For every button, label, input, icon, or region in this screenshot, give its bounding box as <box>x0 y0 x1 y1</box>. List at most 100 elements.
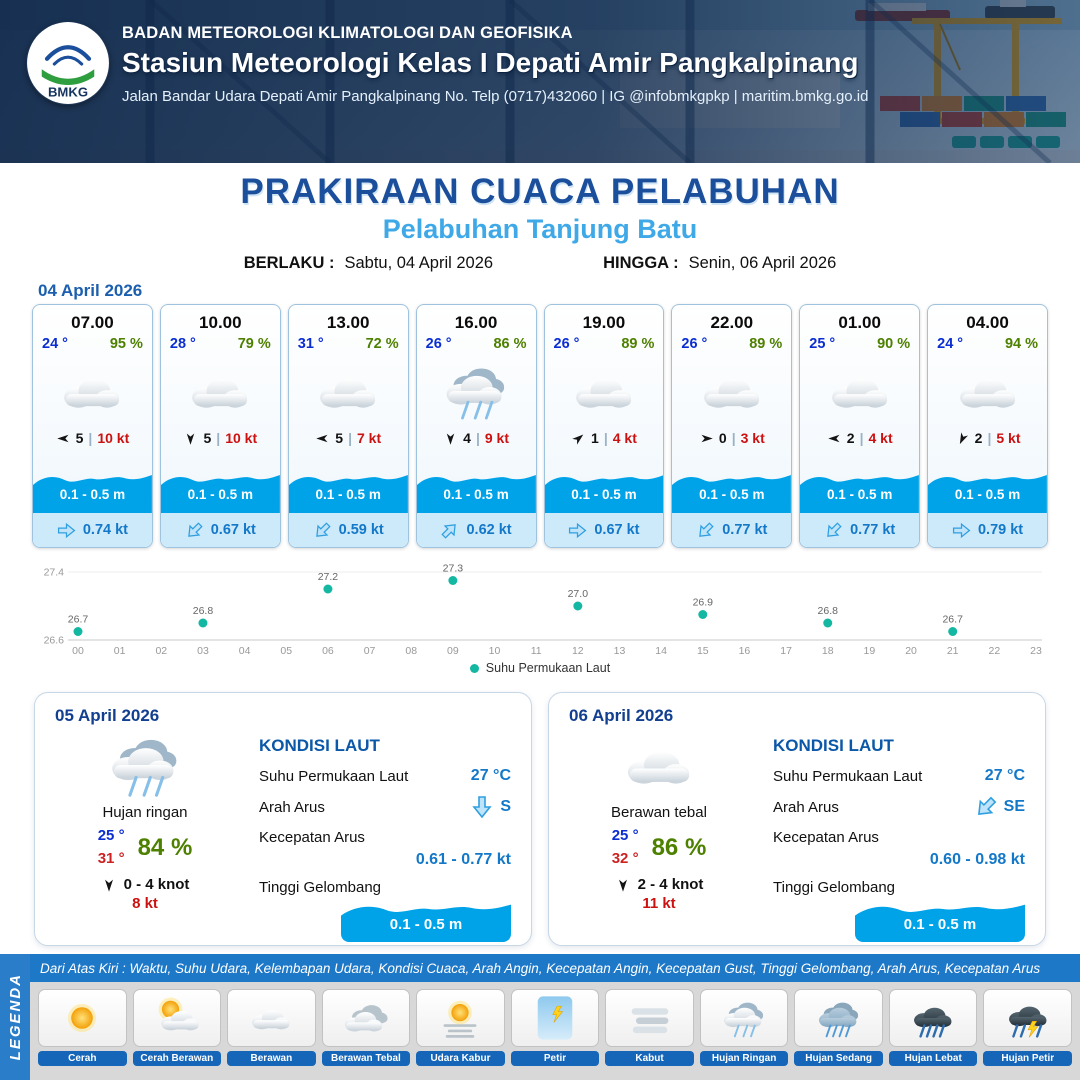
air-temperature: 24 ° <box>937 336 964 352</box>
daily-temp-range: 25 ° 31 ° <box>98 825 125 870</box>
current-speed-row: Kecepatan Arus 0.60 - 0.98 kt <box>773 829 1025 869</box>
humidity: 79 % <box>237 336 271 352</box>
forecast-card: 19.00 26 ° 89 % 1 | 4 kt 0.1 - 0.5 m 0.6… <box>543 304 665 548</box>
wind-row: 2 | 5 kt <box>928 430 1047 446</box>
current-direction-icon <box>692 517 719 544</box>
humidity: 72 % <box>365 336 399 352</box>
legend-weather-icon <box>888 989 978 1047</box>
legend-weather-icon <box>605 989 694 1047</box>
page-title: PRAKIRAAN CUACA PELABUHAN <box>240 172 840 211</box>
wind-row: 5 | 10 kt <box>161 430 280 446</box>
wave-height-band: 0.1 - 0.5 m <box>160 467 280 513</box>
svg-text:05: 05 <box>280 645 292 657</box>
weather-icon <box>161 354 280 428</box>
svg-text:16: 16 <box>739 645 751 657</box>
wind-row: 1 | 4 kt <box>545 430 664 446</box>
legend-note: Dari Atas Kiri : Waktu, Suhu Udara, Kele… <box>30 954 1080 982</box>
wind-speed: 5 <box>75 430 84 446</box>
svg-text:21: 21 <box>947 645 959 657</box>
wind-direction-icon <box>615 877 631 893</box>
air-temperature: 25 ° <box>809 336 836 352</box>
svg-text:26.7: 26.7 <box>942 614 963 626</box>
sst-row: Suhu Permukaan Laut 27 °C <box>259 767 511 785</box>
station-name: Stasiun Meteorologi Kelas I Depati Amir … <box>122 47 859 78</box>
wind-speed: 5 <box>203 430 212 446</box>
wind-direction-icon <box>952 428 972 448</box>
daily-temp-range: 25 ° 32 ° <box>612 825 639 870</box>
wind-direction-icon <box>183 431 198 446</box>
daily-wind-gust: 8 kt <box>132 895 158 912</box>
sst-label: Suhu Permukaan Laut <box>259 767 409 785</box>
temp-humidity-row: 24 ° 95 % <box>33 333 152 352</box>
wind-speed: 2 <box>974 430 983 446</box>
wind-direction-icon <box>827 431 842 446</box>
daily-wind-gust: 11 kt <box>642 895 676 912</box>
legend-item-label: Cerah <box>38 1051 127 1066</box>
air-temperature: 24 ° <box>42 336 68 352</box>
legend-weather-icon <box>416 989 505 1047</box>
current-speed-value: 0.61 - 0.77 kt <box>415 851 511 868</box>
current-direction-row: Arah Arus S <box>259 795 511 819</box>
air-temperature: 26 ° <box>425 336 452 352</box>
wave-height-value: 0.1 - 0.5 m <box>699 487 765 502</box>
current-direction-label: Arah Arus <box>773 798 839 816</box>
current-row: 0.67 kt <box>544 513 664 547</box>
current-direction-icon <box>437 517 464 544</box>
wave-height-label: Tinggi Gelombang <box>773 879 896 896</box>
forecast-time: 04.00 <box>966 313 1009 332</box>
current-direction-value: SE <box>1003 798 1025 815</box>
daily-weather-desc: Hujan ringan <box>102 804 188 821</box>
hourly-forecast-row: 07.00 24 ° 95 % 5 | 10 kt 0.1 - 0.5 m 0.… <box>32 304 1048 548</box>
separator: | <box>348 430 352 446</box>
current-direction-label: Arah Arus <box>259 798 325 816</box>
humidity: 94 % <box>1004 336 1038 352</box>
svg-text:07: 07 <box>364 645 376 657</box>
humidity: 89 % <box>621 336 655 352</box>
wind-direction-icon <box>699 431 714 446</box>
wind-speed: 5 <box>335 430 344 446</box>
legend-item: Berawan Tebal <box>321 989 411 1080</box>
daily-temp-max: 32 ° <box>611 849 639 867</box>
current-row: 0.59 kt <box>288 513 408 547</box>
daily-temp-min: 25 ° <box>97 827 125 844</box>
wave-height-label: Tinggi Gelombang <box>259 879 382 896</box>
daily-date: 05 April 2026 <box>55 706 160 725</box>
wind-speed: 2 <box>846 430 855 446</box>
daily-wind-range: 2 - 4 knot <box>637 876 704 893</box>
current-speed: 0.59 kt <box>338 522 384 538</box>
legend-item-label: Petir <box>510 1051 600 1066</box>
hingga-value: Senin, 06 April 2026 <box>688 254 837 272</box>
legend-item-label: Kabut <box>605 1051 694 1066</box>
wind-gust: 4 kt <box>868 430 893 446</box>
temp-humidity-row: 26 ° 86 % <box>417 333 536 352</box>
wind-gust: 9 kt <box>484 430 509 446</box>
weather-icon <box>33 354 152 428</box>
daily-forecast-panel: 05 April 2026 Hujan ringan 25 ° 31 ° 84 … <box>34 692 532 946</box>
wave-height-row: Tinggi Gelombang 0.1 - 0.5 m <box>773 879 1025 942</box>
berlaku-label: BERLAKU : <box>243 254 335 272</box>
svg-text:26.8: 26.8 <box>818 605 839 617</box>
sea-conditions: KONDISI LAUT Suhu Permukaan Laut 27 °C A… <box>759 726 1029 945</box>
legend-item: Kabut <box>605 989 694 1080</box>
wind-row: 5 | 10 kt <box>33 430 152 446</box>
daily-wind-range: 0 - 4 knot <box>123 876 190 893</box>
svg-text:01: 01 <box>114 645 126 657</box>
daily-humidity: 84 % <box>137 833 193 861</box>
current-speed: 0.62 kt <box>466 522 512 538</box>
wave-height-band: 0.1 - 0.5 m <box>416 467 536 513</box>
wind-direction-icon <box>101 877 117 893</box>
svg-text:26.9: 26.9 <box>693 597 714 609</box>
station-address: Jalan Bandar Udara Depati Amir Pangkalpi… <box>122 88 869 105</box>
port-name: Pelabuhan Tanjung Batu <box>382 214 698 244</box>
humidity: 89 % <box>749 336 783 352</box>
air-temperature: 26 ° <box>553 336 580 352</box>
legend-item: Udara Kabur <box>416 989 505 1080</box>
legend-item-label: Hujan Sedang <box>794 1051 883 1066</box>
wave-height-row: Tinggi Gelombang 0.1 - 0.5 m <box>259 879 511 942</box>
legend-weather-icon <box>794 989 883 1047</box>
wave-height-value: 0.1 - 0.5 m <box>571 487 637 502</box>
svg-text:27.4: 27.4 <box>44 567 65 579</box>
daily-forecast-panel: 06 April 2026 Berawan tebal 25 ° 32 ° 86… <box>548 692 1046 946</box>
separator: | <box>475 430 480 446</box>
wind-row: 5 | 7 kt <box>289 430 408 446</box>
